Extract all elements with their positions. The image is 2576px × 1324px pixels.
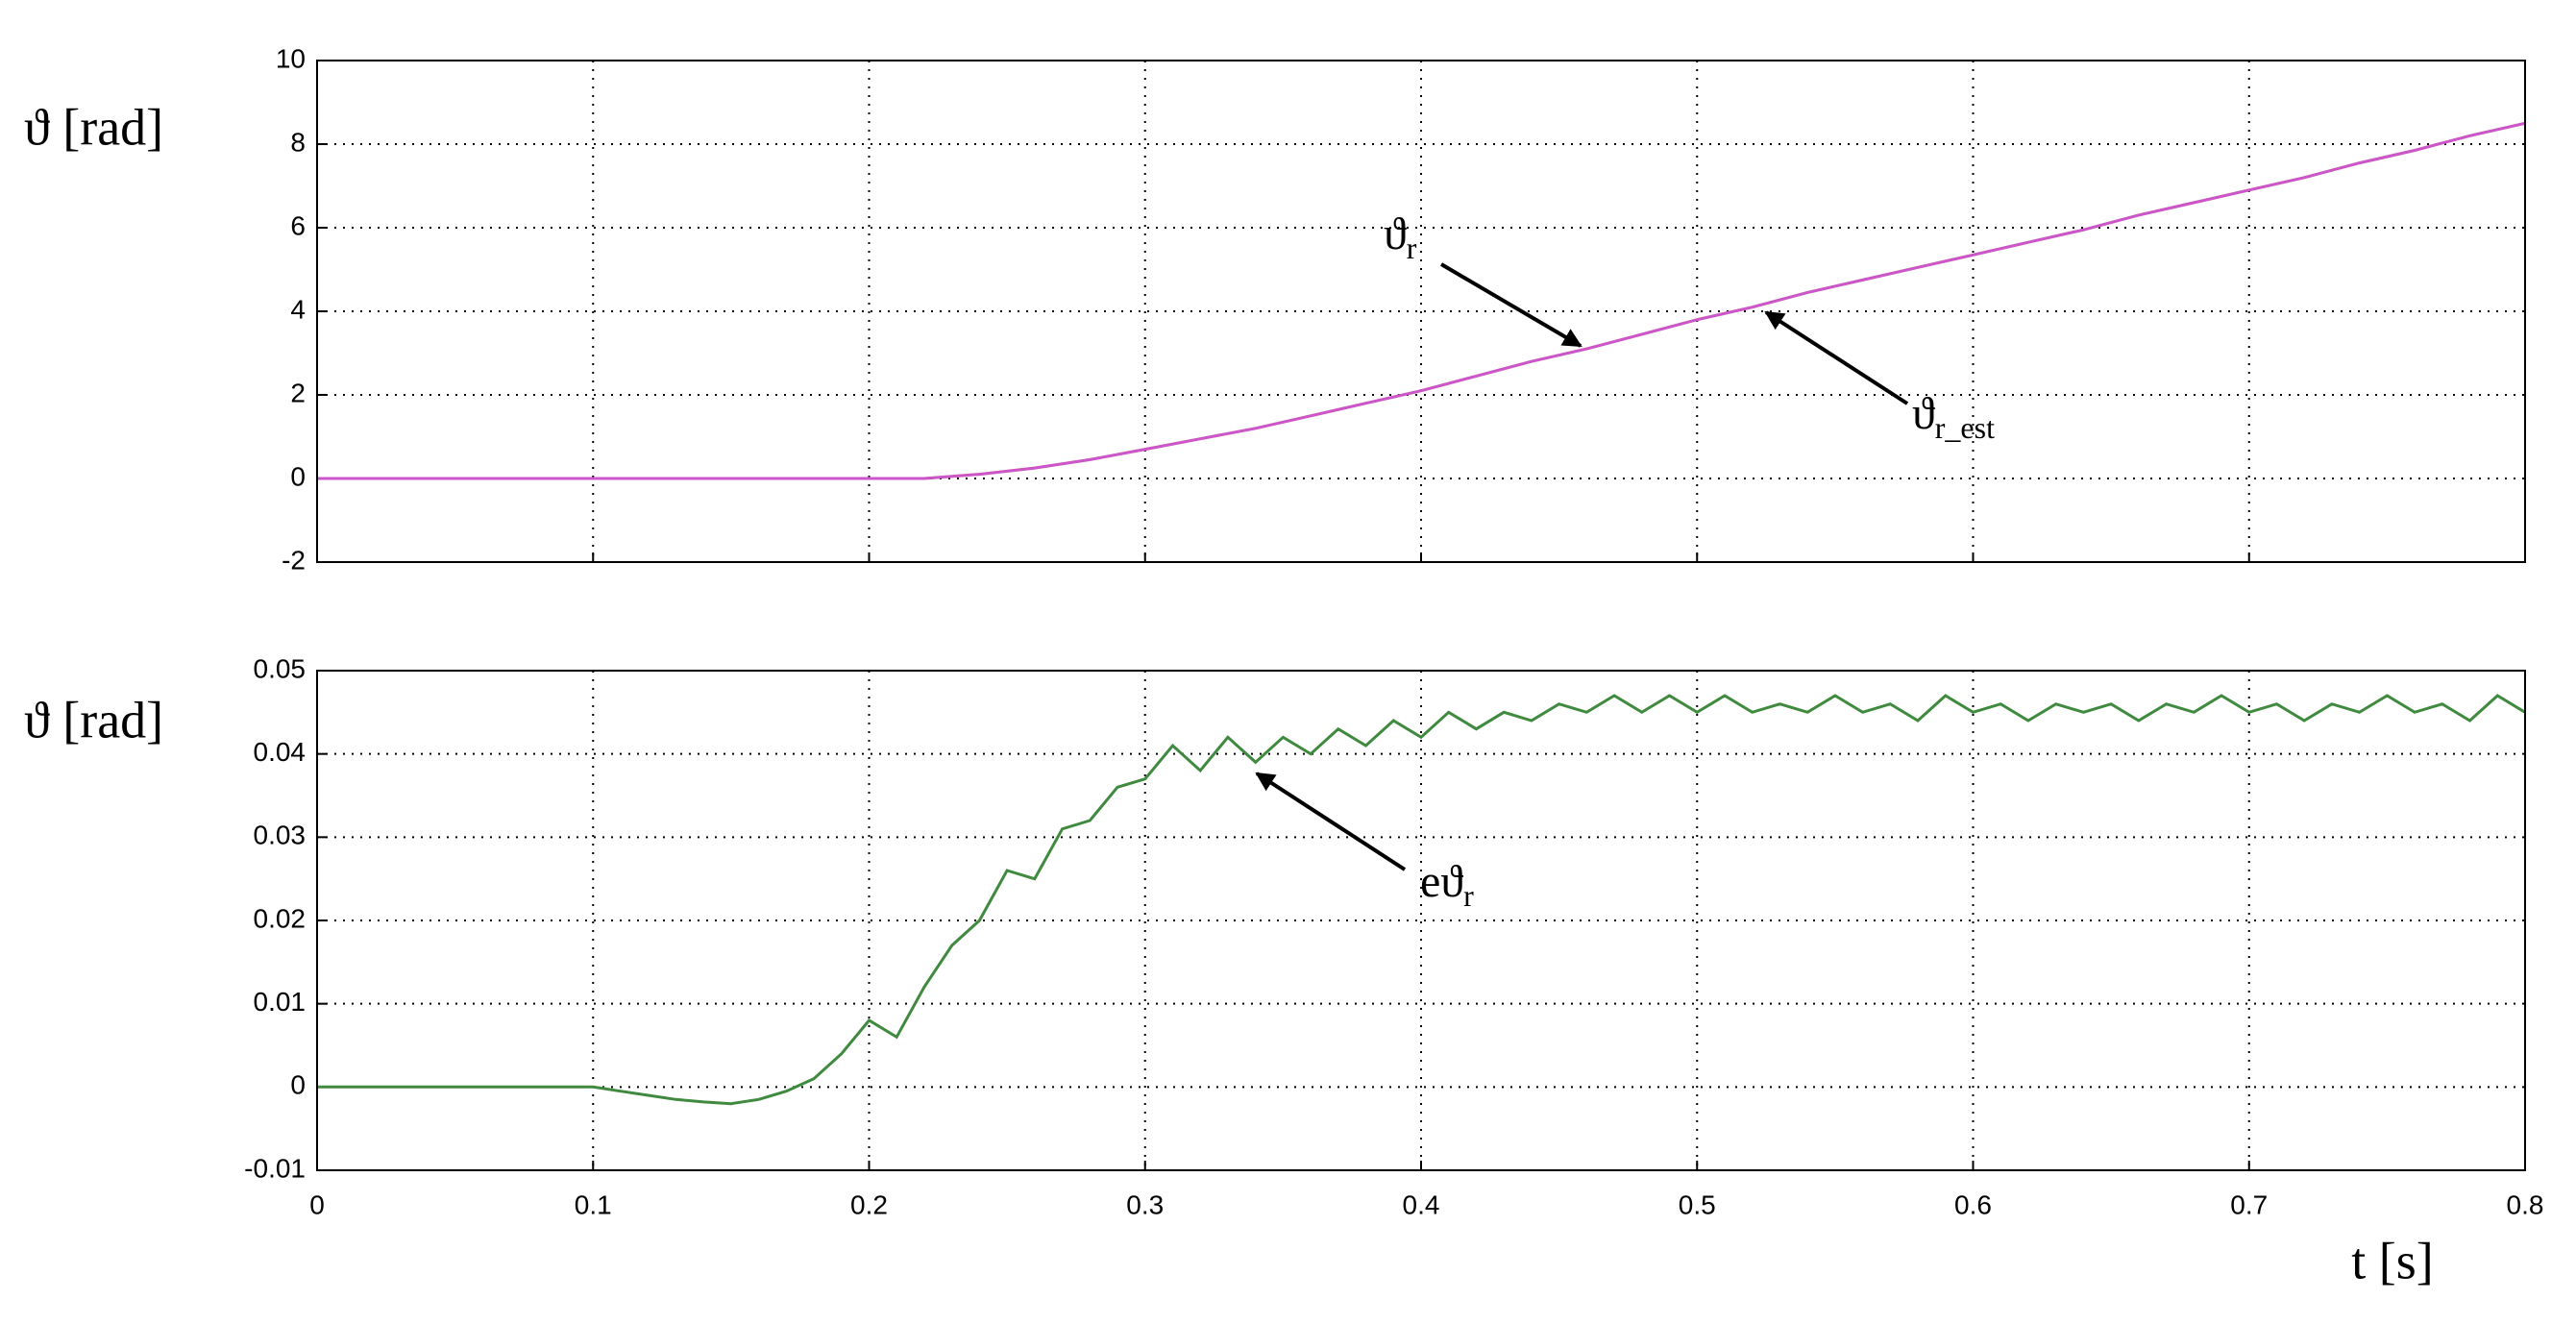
y-tick-label: 8	[290, 127, 306, 157]
annotation-arrow	[1764, 310, 1909, 405]
x-tick-label: 0.1	[575, 1189, 612, 1219]
x-tick-label: 0	[309, 1189, 325, 1219]
y-axis-label: ϑ [rad]	[24, 691, 163, 748]
data-line	[317, 694, 2526, 1106]
y-tick-label: 10	[276, 43, 306, 73]
y-tick-label: 4	[290, 294, 306, 324]
x-tick-label: 0.8	[2507, 1189, 2544, 1219]
y-tick-label: -0.01	[244, 1153, 306, 1183]
y-tick-label: 0.03	[254, 821, 307, 850]
plot-frame	[316, 60, 2526, 563]
y-tick-label: 0	[290, 461, 306, 491]
y-tick-label: 0	[290, 1070, 306, 1100]
annotation-sub: r	[1463, 878, 1474, 913]
x-axis-label: t [s]	[2351, 1232, 2433, 1289]
x-tick-label: 0.5	[1679, 1189, 1716, 1219]
y-tick-label: 0.01	[254, 987, 307, 1017]
y-tick-label: 6	[290, 210, 306, 240]
x-tick-label: 0.4	[1403, 1189, 1440, 1219]
x-tick-label: 0.7	[2230, 1189, 2268, 1219]
annotation: ϑr	[1384, 208, 1417, 265]
data-line	[317, 121, 2526, 480]
y-axis-label: ϑ [rad]	[24, 98, 163, 156]
annotation-arrow	[1439, 262, 1582, 348]
x-tick-label: 0.6	[1954, 1189, 1992, 1219]
y-tick-label: 0.04	[254, 737, 307, 767]
x-tick-label: 0.2	[850, 1189, 888, 1219]
x-tick-label: 0.3	[1126, 1189, 1164, 1219]
y-tick-label: 0.05	[254, 653, 307, 683]
annotation-arrow	[1255, 772, 1407, 871]
y-tick-label: 0.02	[254, 903, 307, 933]
y-tick-label: -2	[282, 545, 306, 575]
annotation-sub: r_est	[1935, 410, 1995, 445]
annotation: eϑr	[1420, 856, 1474, 913]
annotation-base: eϑ	[1420, 856, 1463, 907]
y-tick-label: 2	[290, 378, 306, 407]
annotation-sub: r	[1407, 231, 1417, 265]
annotation-base: ϑ	[1912, 388, 1935, 439]
plot-frame	[316, 670, 2526, 1171]
annotation: ϑr_est	[1912, 388, 1995, 445]
annotation-base: ϑ	[1384, 208, 1407, 259]
